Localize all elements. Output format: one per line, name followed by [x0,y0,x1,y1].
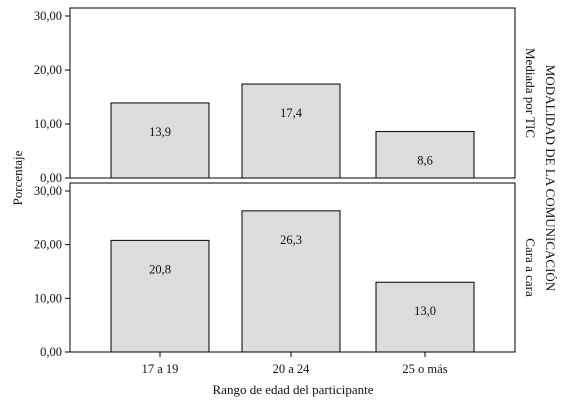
bar-value-label: 13,0 [414,304,436,318]
y-tick-label: 0,00 [40,171,62,185]
x-axis-title: Rango de edad del participante [213,382,374,397]
y-tick-label: 10,00 [34,291,62,305]
panel-2: 0,00 10,00 20,00 30,00 20,8 26,3 13,0 Cara a ca… [34,182,538,359]
y-axis-title: Porcentaje [10,150,25,205]
y-tick-label: 10,00 [34,117,62,131]
bar [241,83,341,179]
bar [241,210,341,353]
x-tick-label: 25 o más [402,362,447,376]
panel-strip-label: Cara a cara [523,238,538,297]
y-tick-label: 30,00 [34,184,62,198]
bar-value-label: 8,6 [417,154,433,168]
y-tick-label: 0,00 [40,345,62,359]
panel-1: 0,00 10,00 20,00 30,00 13,9 17,4 8,6 Mediada po… [34,7,538,185]
x-tick-label: 20 a 24 [273,362,311,376]
panel-strip-label: Mediada por TIC [523,48,538,138]
y-tick-label: 20,00 [34,238,62,252]
bar [110,239,210,353]
bar [110,102,210,179]
y-tick-label: 20,00 [34,63,62,77]
bar [375,281,475,353]
bar-value-label: 20,8 [149,262,171,276]
x-axis-ticks: 17 a 19 20 a 24 25 o más [142,352,448,376]
bar-value-label: 13,9 [149,125,171,139]
panels-layer: 0,00 10,00 20,00 30,00 13,9 17,4 8,6 Mediada po… [34,7,538,359]
facet-title: MODALIDAD DE LA COMUNICACIÓN [543,65,558,292]
bar-value-label: 17,4 [280,106,303,120]
bar-value-label: 26,3 [280,233,302,247]
x-tick-label: 17 a 19 [142,362,179,376]
bar [375,131,475,179]
y-tick-label: 30,00 [34,9,62,23]
